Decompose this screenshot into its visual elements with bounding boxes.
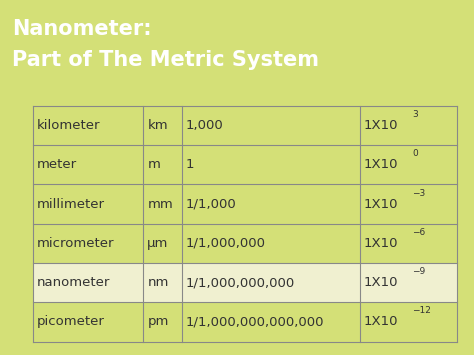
Text: millimeter: millimeter xyxy=(37,197,105,211)
Text: 1: 1 xyxy=(185,158,194,171)
Text: micrometer: micrometer xyxy=(37,237,115,250)
Text: picometer: picometer xyxy=(37,316,105,328)
Bar xyxy=(33,145,457,184)
Text: 1/1,000,000,000: 1/1,000,000,000 xyxy=(185,276,295,289)
Text: 1X10: 1X10 xyxy=(364,197,398,211)
Text: km: km xyxy=(147,119,168,132)
Text: 0: 0 xyxy=(412,149,418,158)
Text: 1/1,000,000: 1/1,000,000 xyxy=(185,237,265,250)
Text: kilometer: kilometer xyxy=(37,119,100,132)
Text: 1,000: 1,000 xyxy=(185,119,223,132)
Text: 1X10: 1X10 xyxy=(364,119,398,132)
Bar xyxy=(33,263,457,302)
Bar xyxy=(33,224,457,263)
Text: Part of The Metric System: Part of The Metric System xyxy=(12,50,319,70)
Text: 3: 3 xyxy=(412,110,418,119)
Text: meter: meter xyxy=(37,158,77,171)
Text: nm: nm xyxy=(147,276,169,289)
Text: 1/1,000,000,000,000: 1/1,000,000,000,000 xyxy=(185,316,324,328)
Text: Nanometer:: Nanometer: xyxy=(12,19,152,39)
Text: pm: pm xyxy=(147,316,169,328)
Text: −12: −12 xyxy=(412,306,431,316)
Text: 1X10: 1X10 xyxy=(364,316,398,328)
Bar xyxy=(33,302,457,342)
Text: 1X10: 1X10 xyxy=(364,237,398,250)
Text: mm: mm xyxy=(147,197,173,211)
Text: 1X10: 1X10 xyxy=(364,276,398,289)
Text: nanometer: nanometer xyxy=(37,276,110,289)
Text: 1/1,000: 1/1,000 xyxy=(185,197,236,211)
Text: m: m xyxy=(147,158,160,171)
Bar xyxy=(33,184,457,224)
Text: −3: −3 xyxy=(412,189,426,197)
Text: −6: −6 xyxy=(412,228,426,237)
Bar xyxy=(33,106,457,145)
Text: −9: −9 xyxy=(412,267,426,276)
Text: μm: μm xyxy=(147,237,169,250)
Text: 1X10: 1X10 xyxy=(364,158,398,171)
